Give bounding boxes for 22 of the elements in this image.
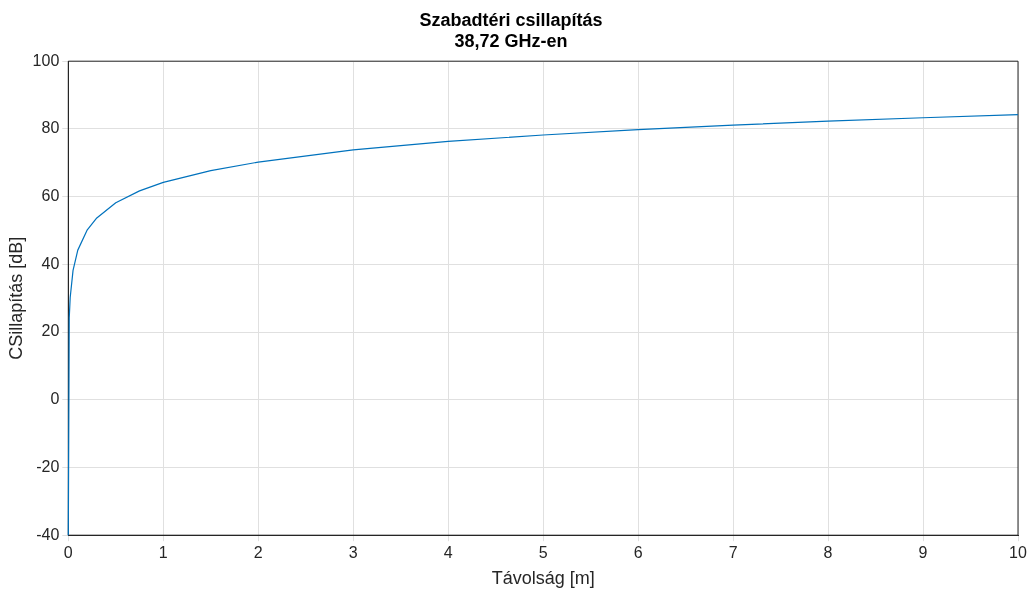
x-tick-label: 7	[728, 544, 738, 562]
y-tick-label: 0	[50, 390, 60, 408]
x-tick-label: 1	[158, 544, 168, 562]
x-tick-label: 8	[823, 544, 833, 562]
y-tick-label: 100	[32, 51, 60, 69]
y-tick-label: 80	[41, 119, 60, 137]
x-tick-label: 4	[443, 544, 453, 562]
x-tick-label: 5	[538, 544, 548, 562]
y-tick-label: 60	[41, 187, 60, 205]
x-tick-label: 0	[63, 544, 73, 562]
x-axis-title: Távolság [m]	[491, 568, 595, 589]
y-tick-label: -20	[36, 457, 60, 475]
y-tick-label: -40	[36, 525, 60, 543]
x-tick-label: 2	[253, 544, 263, 562]
y-axis-title: CSillapítás [dB]	[5, 236, 26, 360]
x-tick-label: 9	[918, 544, 928, 562]
x-tick-label: 6	[633, 544, 643, 562]
y-tick-label: 40	[41, 254, 60, 272]
chart-title: Szabadtéri csillapítás 38,72 GHz-en	[419, 9, 603, 52]
x-tick-label: 3	[348, 544, 358, 562]
x-tick-label: 10	[1009, 544, 1027, 562]
y-tick-label: 20	[41, 322, 60, 340]
